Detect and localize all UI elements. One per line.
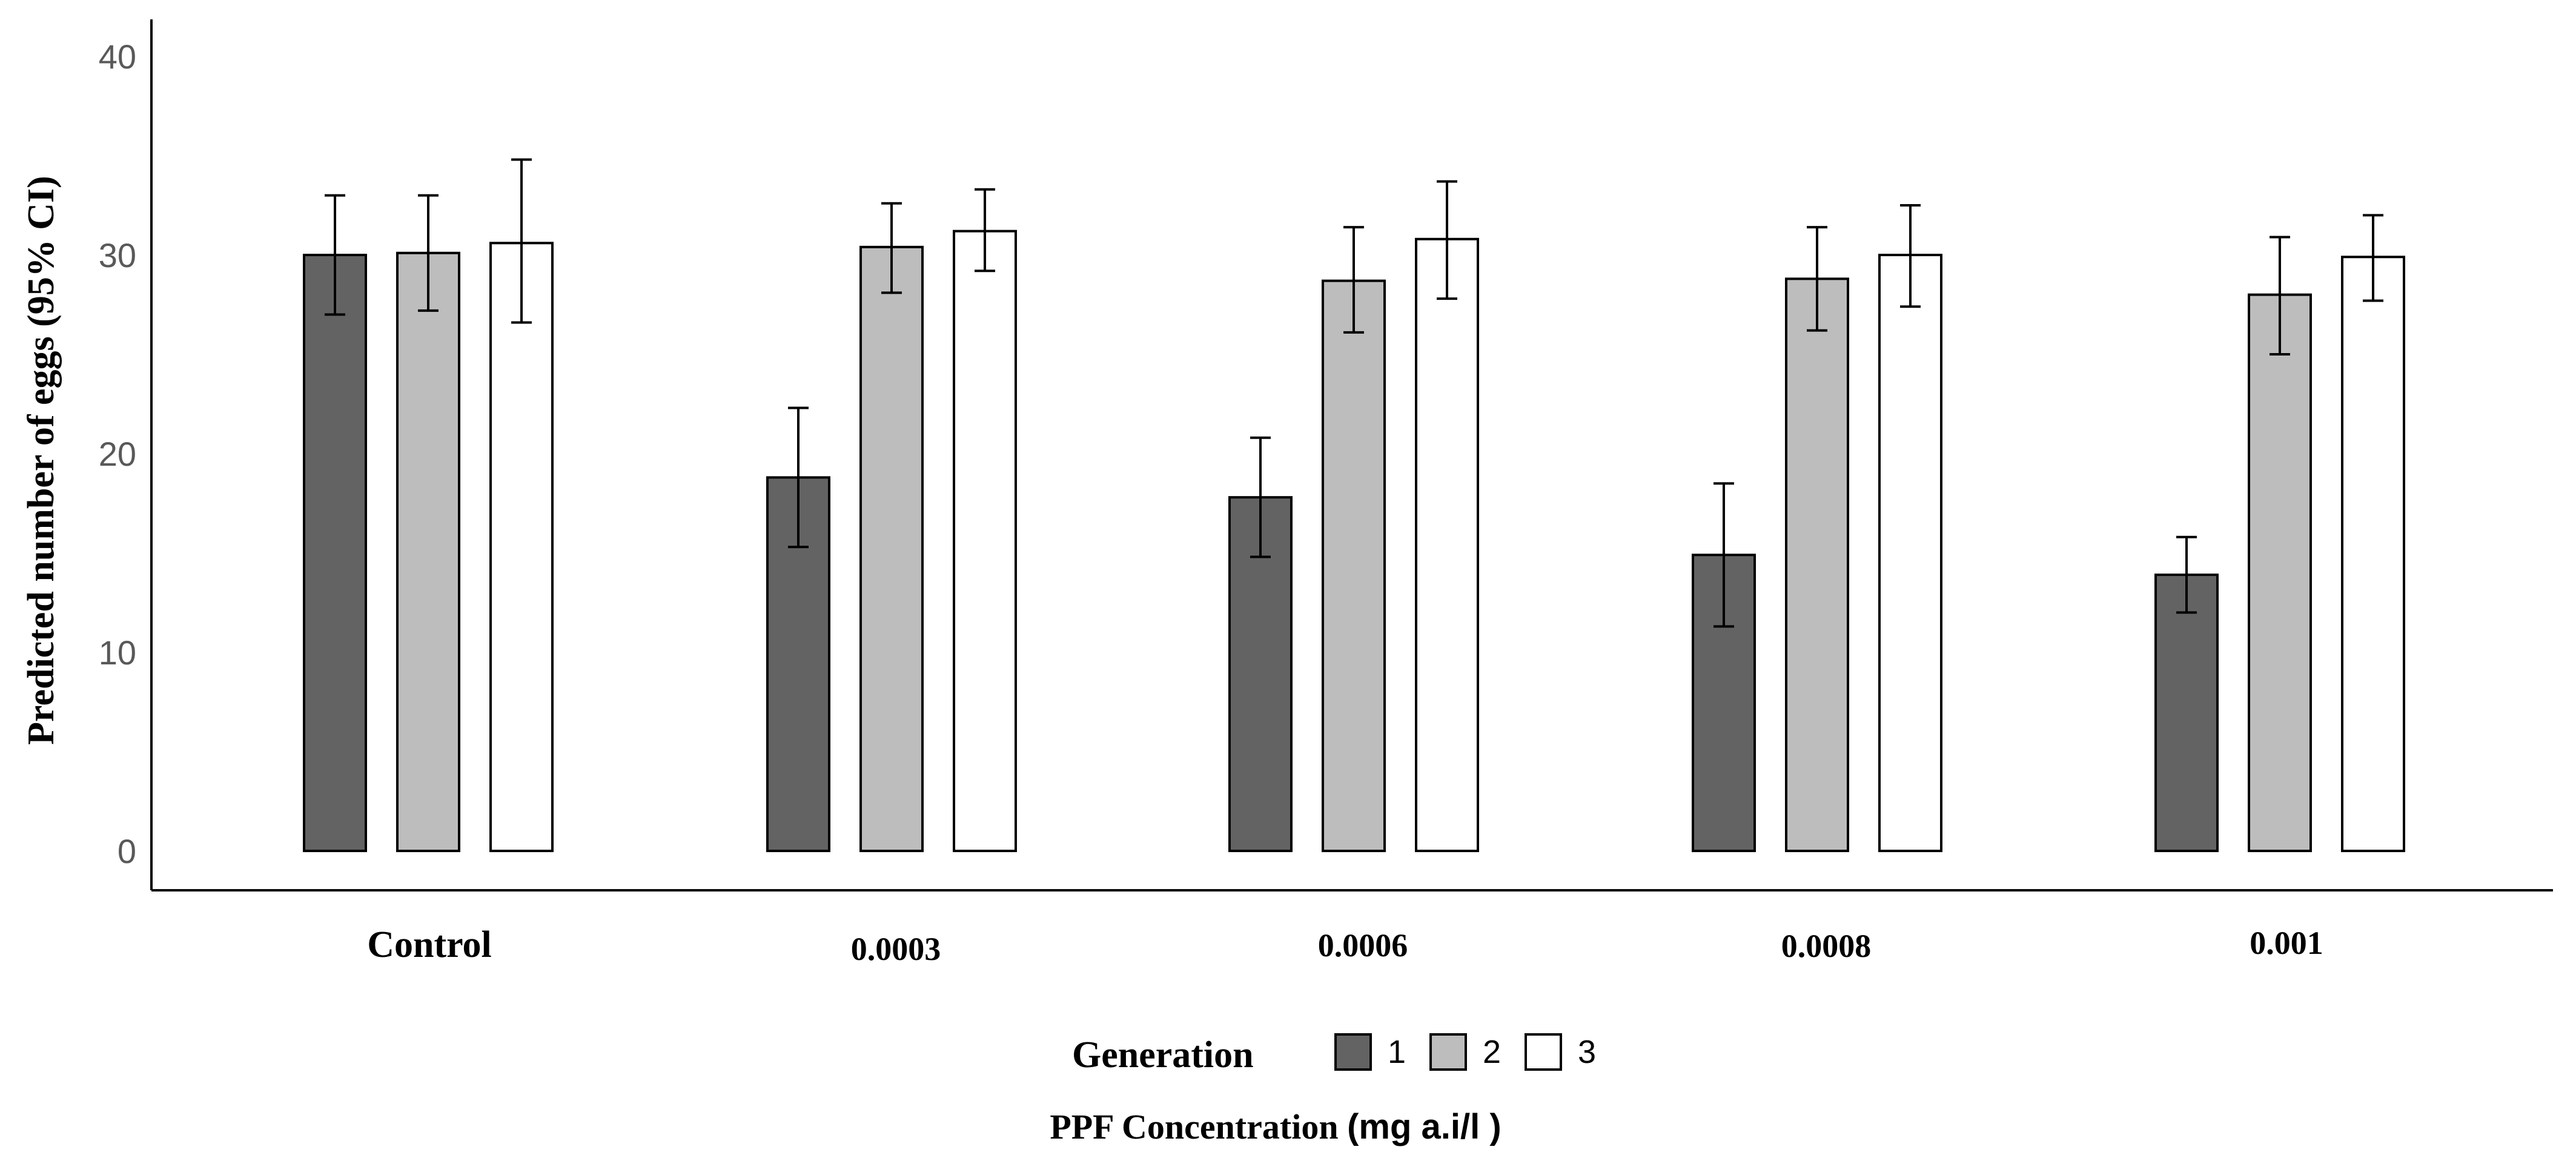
error-bar-gen1-0.0003 [788,406,809,549]
error-bar-gen3-0.001 [2363,214,2383,302]
error-bars [325,158,2383,628]
category-label: 0.0003 [851,931,941,967]
category-labels: Control 0.0003 0.0006 0.0008 0.001 [367,924,2323,967]
error-bar-gen2-0.0006 [1343,226,1364,334]
legend-swatch [1525,1033,1562,1071]
error-bar-gen2-Control [418,194,439,312]
legend-label: 1 [1388,1034,1406,1070]
legend-title: Generation [1072,1034,1254,1076]
error-bar-gen1-0.0008 [1713,482,1734,628]
error-bar-gen1-0.0006 [1250,436,1271,558]
bar-gen3-0.0006 [1415,237,1479,852]
bar-gen3-0.0008 [1878,254,1942,852]
legend-item-1: 1 [1334,1033,1406,1071]
bar-gen3-0.0003 [953,230,1017,852]
bar-gen2-0.0003 [859,245,924,852]
error-bar-gen3-0.0008 [1900,204,1921,308]
category-label: 0.0008 [1781,928,1872,964]
category-label: 0.001 [2250,925,2323,961]
y-tick-label: 40 [99,38,136,76]
category-label: 0.0006 [1318,927,1408,964]
legend: Generation 1 2 3 [1072,1033,1596,1076]
bar-gen3-0.001 [2341,256,2405,852]
bars [303,230,2405,853]
legend-label: 3 [1578,1034,1596,1070]
error-bar-gen2-0.001 [2270,236,2290,356]
error-bar-gen1-Control [325,194,345,316]
y-tick-label: 0 [118,832,136,870]
y-tick-labels: 0 10 20 30 40 [99,38,136,870]
bar-gen2-Control [396,251,460,853]
error-bar-gen1-0.001 [2176,535,2197,614]
error-bar-gen3-0.0006 [1437,180,1457,300]
error-bar-gen3-0.0003 [975,188,995,273]
x-axis-label-sans: (mg a.i/l ) [1347,1107,1502,1146]
legend-swatch [1334,1033,1372,1071]
y-tick-label: 20 [99,435,136,473]
legend-item-3: 3 [1525,1033,1596,1071]
legend-swatch [1429,1033,1467,1071]
error-bar-gen2-0.0008 [1807,226,1827,332]
error-bar-gen2-0.0003 [881,202,902,294]
y-axis-label: Predicted number of eggs (95% CI) [21,176,62,745]
x-axis-label: PPF Concentration (mg a.i/l ) [1050,1107,1501,1146]
category-label: Control [367,924,492,965]
axes [150,19,2553,891]
y-tick-label: 30 [99,236,136,274]
bar-gen2-0.0006 [1322,279,1386,852]
x-axis-label-serif: PPF Concentration [1050,1107,1347,1146]
bar-gen2-0.001 [2248,293,2312,853]
bar-gen3-Control [489,242,554,852]
legend-item-2: 2 [1429,1033,1501,1071]
y-tick-label: 10 [99,633,136,672]
error-bar-gen3-Control [511,158,532,324]
bar-gen2-0.0008 [1785,277,1849,852]
bar-gen1-0.001 [2154,574,2219,853]
legend-label: 2 [1483,1034,1501,1070]
bar-gen1-Control [303,254,367,852]
